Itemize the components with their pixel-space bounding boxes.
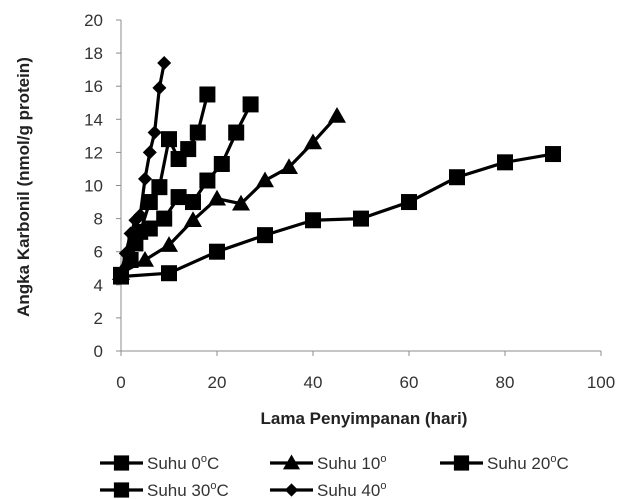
data-point xyxy=(161,265,177,282)
x-tick-label: 100 xyxy=(587,373,615,392)
series-line xyxy=(119,94,209,278)
data-point xyxy=(147,125,162,140)
data-point xyxy=(184,211,202,228)
data-point xyxy=(209,243,225,260)
data-point xyxy=(304,133,322,150)
y-tick-label: 4 xyxy=(94,276,103,295)
series-5 xyxy=(114,56,172,281)
x-tick-label: 40 xyxy=(304,373,323,392)
y-tick-label: 8 xyxy=(94,210,103,229)
legend-label: Suhu 20oC xyxy=(487,453,569,473)
y-tick-label: 0 xyxy=(94,342,103,361)
data-point xyxy=(185,194,201,211)
data-point xyxy=(213,155,230,172)
data-point xyxy=(257,227,273,244)
data-point xyxy=(328,106,346,123)
legend-item: Suhu 40o xyxy=(270,480,386,499)
data-point xyxy=(133,208,148,223)
legend-item: Suhu 0oC xyxy=(100,453,219,473)
legend-label: Suhu 0oC xyxy=(147,453,219,473)
y-tick-label: 16 xyxy=(84,77,103,96)
x-tick-label: 60 xyxy=(400,373,419,392)
legend-item: Suhu 30oC xyxy=(100,480,229,499)
data-point xyxy=(199,86,216,103)
x-tick-label: 0 xyxy=(116,373,125,392)
data-point xyxy=(453,455,470,471)
y-tick-label: 10 xyxy=(84,177,103,196)
data-point xyxy=(170,189,187,206)
data-point xyxy=(199,172,216,189)
data-point xyxy=(142,145,157,160)
data-point xyxy=(161,131,177,148)
data-point xyxy=(242,96,259,113)
data-point xyxy=(401,194,417,211)
legend: Suhu 0oC Suhu 10o Suhu 20oC Suhu 30oC Suhu 4… xyxy=(100,453,569,499)
legend-label: Suhu 10o xyxy=(317,453,386,473)
data-point xyxy=(284,483,299,497)
y-tick-label: 20 xyxy=(84,11,103,30)
series-2 xyxy=(112,106,346,280)
data-point xyxy=(160,236,178,252)
y-tick-label: 18 xyxy=(84,44,103,63)
y-tick-label: 14 xyxy=(84,110,103,129)
x-tick-label: 20 xyxy=(208,373,227,392)
legend-label: Suhu 30oC xyxy=(147,480,229,499)
data-point xyxy=(497,154,513,171)
data-point xyxy=(353,210,369,227)
y-tick-label: 12 xyxy=(84,143,103,162)
data-point xyxy=(136,250,154,267)
legend-item: Suhu 10o xyxy=(270,453,386,473)
data-point xyxy=(449,169,465,186)
series-line xyxy=(120,114,339,275)
x-tick-label: 80 xyxy=(496,373,515,392)
series-line xyxy=(120,152,554,279)
legend-label: Suhu 40o xyxy=(317,480,386,499)
data-point xyxy=(305,212,321,229)
plot-area xyxy=(112,56,561,285)
data-point xyxy=(132,223,149,240)
data-point xyxy=(123,226,138,241)
data-point xyxy=(151,179,168,196)
data-point xyxy=(152,80,167,95)
data-point xyxy=(157,56,172,71)
data-point xyxy=(256,171,274,188)
data-point xyxy=(282,454,301,470)
data-point xyxy=(114,266,128,281)
data-point xyxy=(189,124,206,141)
y-tick-label: 2 xyxy=(94,309,103,328)
data-point xyxy=(280,158,298,175)
data-point xyxy=(228,124,245,141)
data-point xyxy=(118,246,133,261)
legend-item: Suhu 20oC xyxy=(440,453,569,473)
y-tick-label: 6 xyxy=(94,243,103,262)
axes xyxy=(116,19,602,356)
data-point xyxy=(113,482,130,498)
data-point xyxy=(208,189,226,206)
y-axis-title: Angka Karbonil (nmol/g protein) xyxy=(14,57,33,317)
x-axis-title: Lama Penyimpanan (hari) xyxy=(261,409,468,428)
data-point xyxy=(232,194,250,211)
data-point xyxy=(545,146,561,163)
series-line xyxy=(119,62,166,274)
data-point xyxy=(180,141,197,158)
data-point xyxy=(113,455,130,471)
data-point xyxy=(141,194,158,211)
tick-labels: 0 2 4 6 8 10 12 14 16 18 20 0 20 40 60 80 100 xyxy=(84,11,615,392)
data-point xyxy=(138,171,152,186)
data-point xyxy=(156,210,173,227)
